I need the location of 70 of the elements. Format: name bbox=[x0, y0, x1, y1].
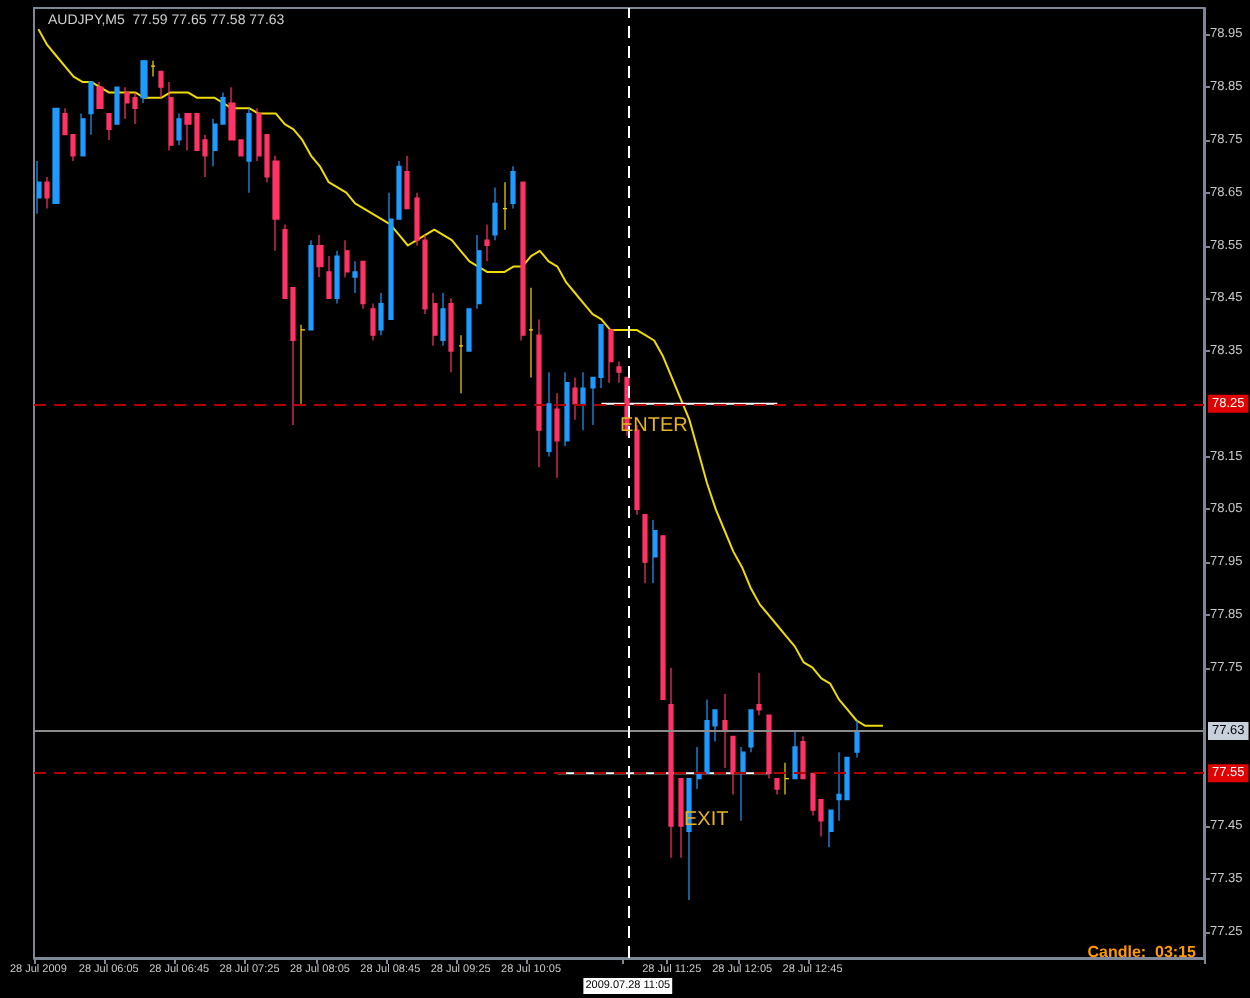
candlestick bbox=[114, 86, 120, 125]
candlestick bbox=[378, 292, 384, 336]
candlestick bbox=[88, 81, 94, 136]
candlestick bbox=[854, 719, 860, 759]
candlestick bbox=[458, 334, 464, 394]
candlestick bbox=[740, 746, 746, 822]
candlestick bbox=[722, 693, 728, 769]
candlestick bbox=[836, 751, 842, 822]
candlestick bbox=[800, 735, 806, 780]
candlestick bbox=[792, 730, 798, 780]
candlestick bbox=[300, 324, 306, 405]
candlestick bbox=[150, 60, 156, 78]
candlestick bbox=[642, 514, 648, 584]
candlestick bbox=[476, 234, 482, 310]
candlestick bbox=[404, 155, 410, 210]
candlestick bbox=[440, 292, 446, 347]
candlestick bbox=[36, 160, 42, 215]
candlestick bbox=[466, 308, 472, 352]
candlestick bbox=[184, 112, 192, 152]
candlestick bbox=[52, 107, 60, 204]
candlestick bbox=[44, 176, 50, 210]
candlestick bbox=[352, 260, 358, 294]
candlestick bbox=[448, 297, 454, 373]
candlestick bbox=[704, 698, 710, 774]
candlestick bbox=[748, 709, 754, 753]
candlestick bbox=[96, 81, 104, 109]
candlestick bbox=[334, 250, 340, 305]
candlestick bbox=[766, 714, 772, 780]
candlestick bbox=[246, 107, 252, 194]
candlestick bbox=[572, 376, 578, 421]
candlestick bbox=[828, 809, 834, 848]
candlestick bbox=[502, 181, 508, 231]
candlestick bbox=[616, 361, 622, 384]
candlestick bbox=[528, 287, 534, 379]
candlestick bbox=[652, 519, 658, 584]
line-series bbox=[37, 28, 884, 727]
candlestick bbox=[132, 91, 138, 125]
candlestick bbox=[106, 112, 112, 141]
candlestick bbox=[492, 186, 498, 241]
candlestick bbox=[554, 392, 560, 479]
candlestick bbox=[660, 535, 666, 700]
candlestick bbox=[140, 60, 148, 104]
candlestick bbox=[124, 86, 130, 120]
candlestick bbox=[316, 234, 324, 278]
candlestick bbox=[696, 746, 702, 790]
candlestick bbox=[678, 777, 684, 859]
candlestick bbox=[730, 735, 736, 795]
candlestick bbox=[484, 223, 490, 262]
candlestick bbox=[774, 777, 780, 795]
candlestick bbox=[668, 667, 674, 859]
candlestick bbox=[326, 255, 332, 299]
candlestick bbox=[370, 302, 376, 342]
candlestick bbox=[308, 239, 314, 331]
candlestick bbox=[546, 371, 552, 458]
candlestick bbox=[536, 318, 542, 468]
candlestick bbox=[580, 371, 586, 431]
candlestick bbox=[756, 672, 762, 716]
annotation: Candle: 03:15 bbox=[1087, 943, 1198, 961]
candlestick bbox=[784, 762, 790, 795]
candlestick bbox=[608, 329, 614, 384]
candlestick bbox=[432, 292, 438, 347]
candlestick bbox=[520, 181, 526, 342]
candlestick bbox=[344, 239, 350, 278]
candlestick bbox=[158, 70, 164, 99]
candlestick bbox=[564, 371, 570, 447]
candlestick bbox=[176, 112, 182, 146]
candlestick bbox=[510, 165, 516, 210]
candlestick bbox=[168, 81, 174, 152]
candlestick bbox=[80, 112, 86, 157]
candlestick bbox=[360, 260, 366, 310]
